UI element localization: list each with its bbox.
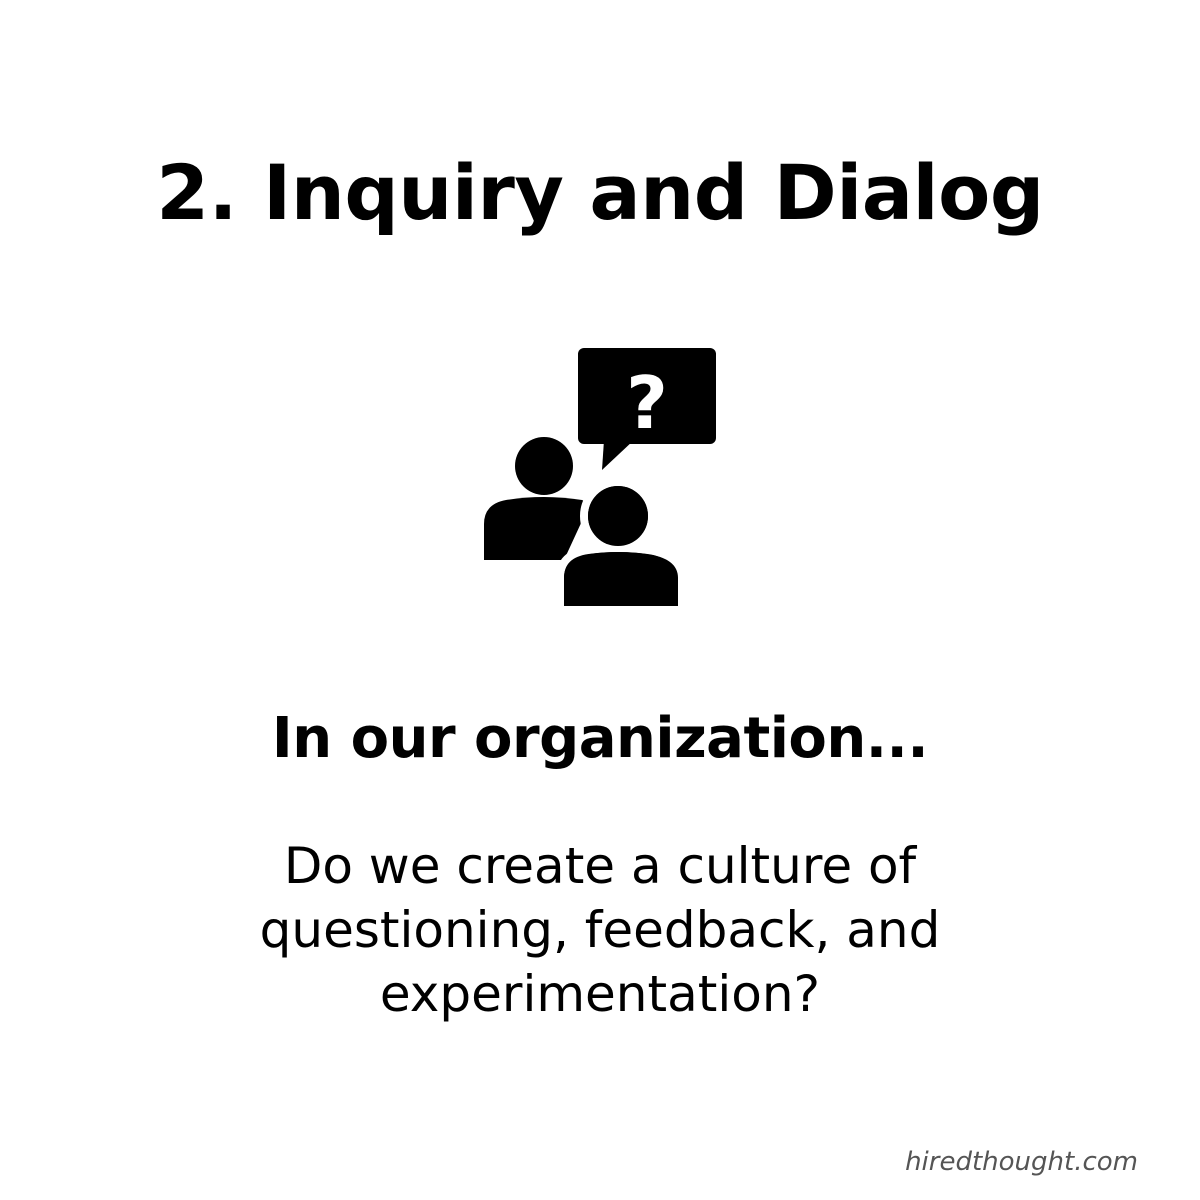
card-subheading: In our organization... xyxy=(271,706,929,771)
person-back-icon xyxy=(484,437,588,560)
watermark: hiredthought.com xyxy=(905,1147,1138,1177)
person-front-icon xyxy=(556,478,686,608)
people-dialog-question-icon-svg: ? xyxy=(484,348,716,608)
question-line: experimentation? xyxy=(379,965,821,1023)
card-question: Do we create a culture of questioning, f… xyxy=(150,834,1050,1026)
card-title: 2. Inquiry and Dialog xyxy=(156,148,1044,237)
question-line: Do we create a culture of xyxy=(283,837,917,895)
question-line: questioning, feedback, and xyxy=(259,901,941,959)
people-dialog-question-icon: ? xyxy=(484,348,716,608)
speech-bubble-icon: ? xyxy=(578,348,716,470)
question-mark-icon: ? xyxy=(626,361,668,445)
